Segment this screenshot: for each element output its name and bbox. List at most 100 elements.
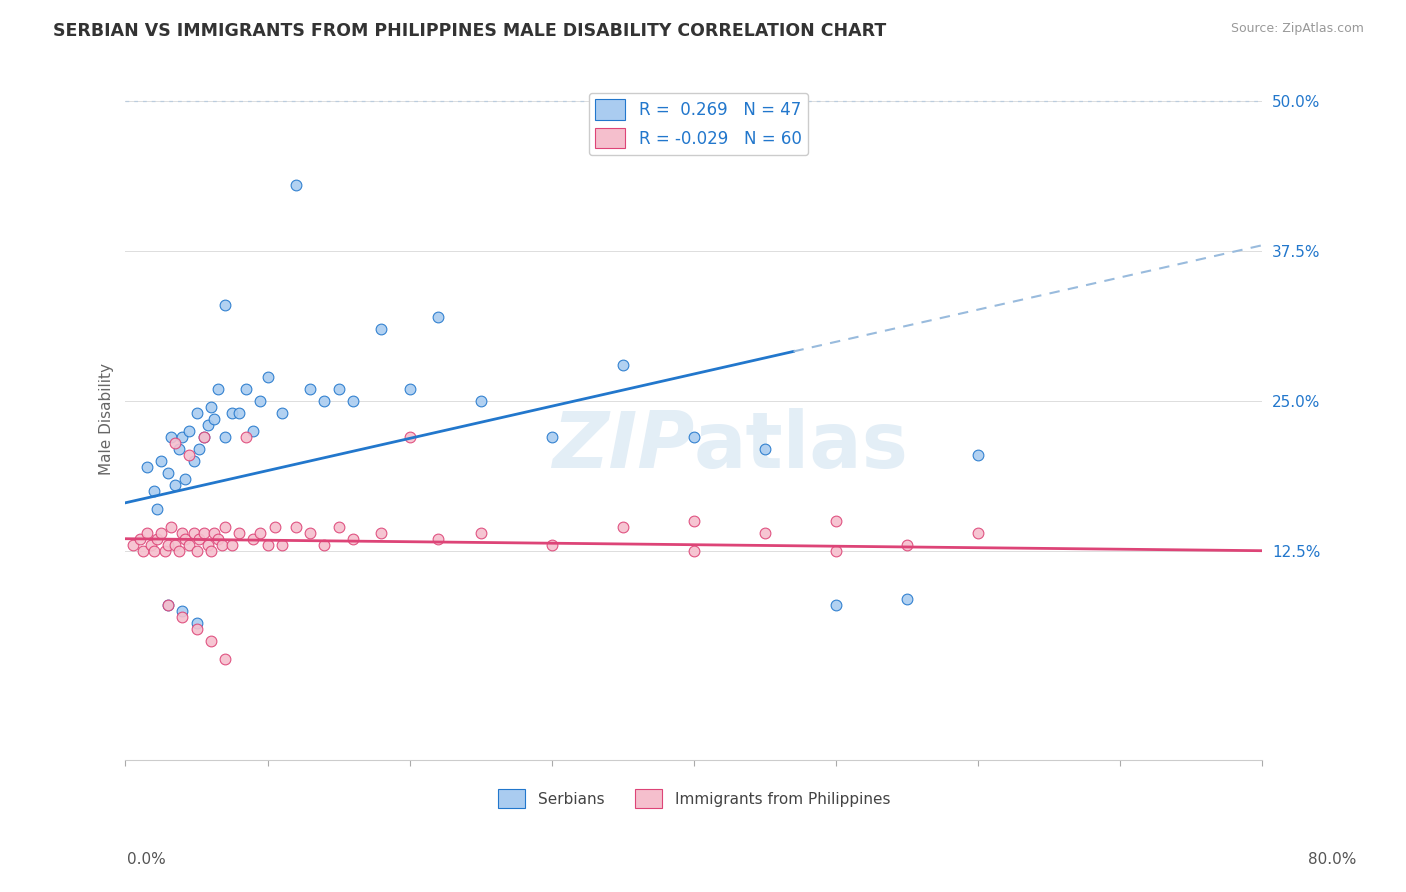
Point (193, 430, 215, 444)
Point (825, 543, 848, 558)
Point (398, 382, 420, 396)
Text: 80.0%: 80.0% (1309, 852, 1357, 867)
Point (235, 430, 257, 444)
Point (160, 520, 183, 534)
Point (328, 382, 350, 396)
Point (188, 532, 211, 546)
Point (183, 525, 205, 540)
Point (157, 598, 180, 612)
Point (540, 430, 562, 444)
Point (242, 424, 264, 438)
Point (228, 406, 250, 420)
Point (896, 591, 918, 606)
Point (135, 525, 157, 540)
Point (193, 430, 215, 444)
Point (683, 514, 706, 528)
Point (249, 525, 271, 540)
Point (470, 525, 492, 540)
Legend: Serbians, Immigrants from Philippines: Serbians, Immigrants from Philippines (492, 783, 896, 814)
Point (825, 598, 848, 612)
Point (299, 525, 322, 540)
Point (155, 543, 177, 558)
Point (172, 525, 194, 540)
Point (207, 532, 229, 546)
Point (172, 609, 194, 624)
Point (139, 538, 162, 552)
Point (314, 538, 336, 552)
Point (186, 543, 208, 558)
Point (370, 322, 392, 336)
Point (202, 525, 225, 540)
Point (150, 525, 173, 540)
Point (342, 393, 364, 408)
Point (142, 543, 165, 558)
Point (121, 538, 143, 552)
Point (200, 543, 222, 558)
Point (683, 543, 706, 558)
Point (172, 604, 194, 618)
Point (172, 430, 194, 444)
Point (249, 393, 271, 408)
Point (169, 543, 191, 558)
Point (242, 532, 264, 546)
Text: ZIP: ZIP (551, 409, 695, 484)
Point (179, 448, 201, 462)
Y-axis label: Male Disability: Male Disability (100, 363, 114, 475)
Point (221, 406, 243, 420)
Point (967, 525, 990, 540)
Point (200, 633, 222, 648)
Text: Source: ZipAtlas.com: Source: ZipAtlas.com (1230, 22, 1364, 36)
Point (183, 454, 205, 468)
Point (145, 532, 167, 546)
Point (165, 478, 187, 492)
Point (197, 417, 219, 432)
Point (314, 393, 336, 408)
Point (186, 406, 208, 420)
Point (214, 651, 236, 665)
Point (193, 525, 215, 540)
Point (270, 538, 292, 552)
Point (157, 466, 180, 480)
Point (398, 430, 420, 444)
Point (207, 382, 229, 396)
Point (342, 532, 364, 546)
Point (328, 520, 350, 534)
Point (470, 393, 492, 408)
Point (188, 442, 211, 456)
Point (896, 538, 918, 552)
Point (235, 382, 257, 396)
Point (211, 538, 233, 552)
Point (160, 430, 183, 444)
Point (157, 538, 180, 552)
Point (683, 430, 706, 444)
Point (165, 538, 187, 552)
Point (256, 538, 278, 552)
Point (221, 538, 243, 552)
Text: 0.0%: 0.0% (127, 852, 166, 867)
Point (370, 525, 392, 540)
Point (197, 538, 219, 552)
Point (612, 520, 634, 534)
Point (186, 622, 208, 636)
Text: atlas: atlas (695, 409, 908, 484)
Point (150, 454, 173, 468)
Point (174, 532, 197, 546)
Point (754, 442, 776, 456)
Point (427, 532, 450, 546)
Point (270, 406, 292, 420)
Point (135, 459, 157, 474)
Text: SERBIAN VS IMMIGRANTS FROM PHILIPPINES MALE DISABILITY CORRELATION CHART: SERBIAN VS IMMIGRANTS FROM PHILIPPINES M… (53, 22, 887, 40)
Point (145, 501, 167, 516)
Point (186, 615, 208, 630)
Point (214, 520, 236, 534)
Point (128, 532, 150, 546)
Point (540, 538, 562, 552)
Point (263, 520, 285, 534)
Point (427, 310, 450, 324)
Point (612, 358, 634, 372)
Point (179, 424, 201, 438)
Point (285, 178, 308, 193)
Point (157, 598, 180, 612)
Point (825, 514, 848, 528)
Point (285, 520, 308, 534)
